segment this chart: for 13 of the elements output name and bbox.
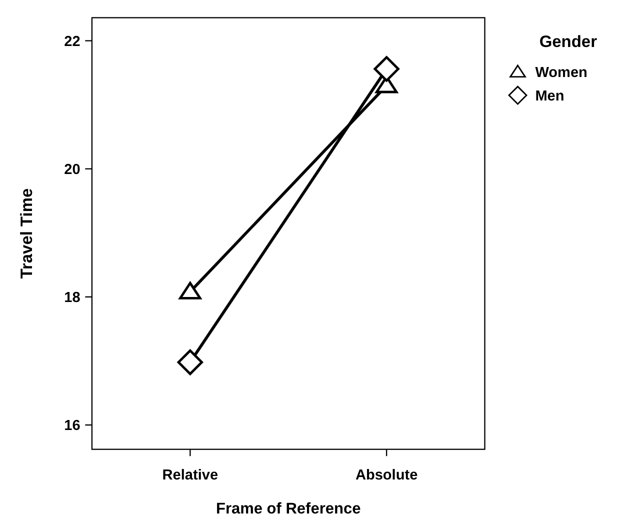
legend-title: Gender [539, 32, 598, 51]
y-tick-label: 16 [64, 418, 80, 434]
x-tick-label: Relative [162, 467, 218, 484]
x-axis-title: Frame of Reference [216, 500, 362, 518]
y-tick-label: 18 [64, 290, 80, 306]
point [177, 349, 204, 376]
legend-label: Men [535, 88, 564, 104]
y-tick-label: 22 [64, 34, 80, 50]
y-tick-label: 20 [64, 162, 80, 178]
x-tick-label: Absolute [355, 467, 418, 484]
point [374, 56, 400, 82]
legend-label: Women [535, 65, 588, 82]
y-axis-title: Travel Time [18, 188, 36, 279]
